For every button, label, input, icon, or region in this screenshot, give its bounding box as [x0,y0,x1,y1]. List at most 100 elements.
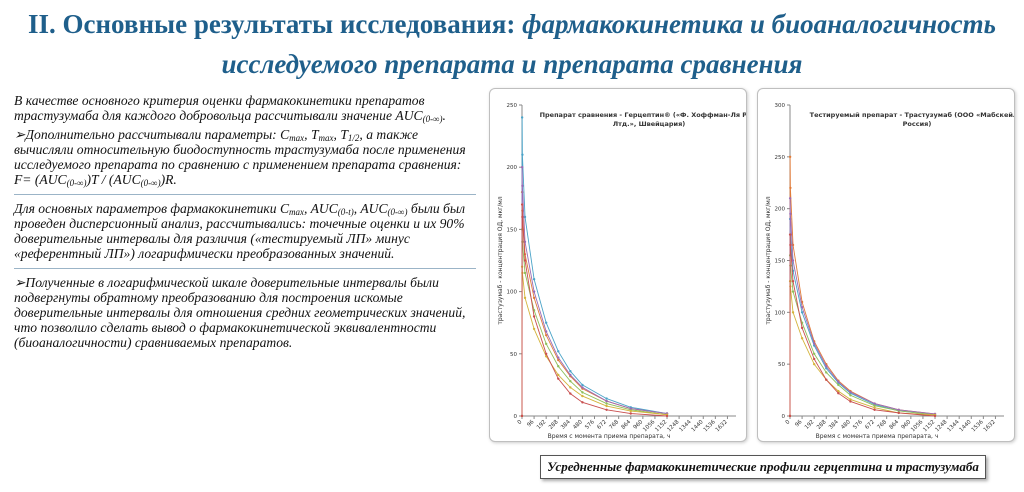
data-point [569,392,572,395]
title-plain: II. Основные результаты исследования: [28,9,523,39]
line-series [789,198,936,417]
y-tick-label: 150 [775,259,786,265]
data-point [520,203,524,206]
x-tick-label: 384 [560,419,572,431]
x-tick-label: 192 [536,419,548,431]
data-point [788,155,792,159]
data-point [789,243,792,247]
line-series [521,266,668,417]
line-series [789,219,936,417]
x-tick-label: 1152 [922,419,936,433]
data-point [825,371,828,374]
y-axis-label: трастузумаб - концентрация ОД, мкг/мл [765,196,772,324]
text-run: Для основных параметров фармакокинетики … [14,201,290,216]
data-point [788,233,792,236]
data-point [789,212,792,216]
data-point [557,350,560,353]
text-run: )R. [160,172,177,187]
x-tick-label: 864 [889,419,901,431]
x-tick-label: 0 [785,419,792,426]
x-tick-label: 1248 [666,419,680,433]
paragraph: ➢Дополнительно рассчитывали параметры: C… [14,127,476,172]
data-point [873,406,876,409]
data-point [605,404,608,408]
x-tick-label: 1632 [715,419,729,433]
x-tick-label: 672 [864,419,876,431]
y-axis-label: трастузумаб - концентрация ОД, мкг/мл [497,196,504,324]
x-tick-label: 1440 [959,419,973,433]
data-point [581,394,584,398]
x-tick-label: 384 [828,419,840,431]
data-point [581,386,584,389]
data-point [800,337,804,340]
data-point [544,352,548,355]
x-tick-label: 576 [852,419,864,431]
data-point [812,352,816,355]
x-tick-label: 576 [584,419,596,431]
paragraph: ➢Полученные в логарифмической шкале дове… [14,268,476,350]
x-tick-label: 1536 [971,419,985,433]
x-tick-label: 1248 [934,419,948,433]
data-point [605,402,608,405]
subscript: max [318,133,334,143]
x-tick-label: 480 [840,419,852,431]
data-point [557,373,560,377]
data-point [523,296,527,300]
data-point [605,408,608,411]
data-point [532,277,536,281]
data-point [521,184,524,188]
data-point [933,414,937,418]
data-point [544,321,548,324]
subscript: max [289,207,305,217]
data-point [544,342,548,346]
chart-title: Тестируемый препарат - Трастузумаб (ООО … [810,111,1014,128]
subscript: max [289,133,305,143]
data-point [837,389,840,393]
x-tick-label: 768 [608,419,620,431]
subscript: (0-∞) [66,178,87,188]
x-tick-label: 96 [526,419,536,429]
line-series [521,192,668,417]
data-point [873,404,876,407]
paragraph: F= (AUC(0-∞))T / (AUC(0-∞))R. [14,172,476,188]
x-tick-label: 288 [816,419,828,431]
data-point [873,402,876,405]
data-point [812,342,816,345]
x-axis-label: Время с момента приема препарата, ч [816,433,939,440]
data-point [788,197,792,200]
line-series [789,234,936,417]
chart-title: Препарат сравнения - Герцептин® («Ф. Хоф… [540,111,746,128]
x-tick-label: 1056 [910,419,924,433]
y-tick-label: 50 [778,362,785,368]
data-point [581,401,584,404]
data-point [544,333,548,337]
x-tick-label: 0 [517,419,524,426]
data-point [665,414,669,418]
data-point [523,240,527,244]
subscript: (0-∞) [387,207,408,217]
text-run: В качестве основного критерия оценки фар… [14,93,425,123]
x-tick-label: 1152 [654,419,668,433]
text-run: . [442,108,446,123]
data-point [544,330,548,333]
text-run: ➢Полученные в логарифмической шкале дове… [14,275,466,350]
y-tick-label: 150 [507,227,518,233]
data-point [523,259,527,262]
data-point [812,362,816,366]
x-tick-label: 864 [621,419,633,431]
data-point [837,380,840,383]
y-tick-label: 100 [775,310,786,316]
data-point [837,391,840,395]
data-point [837,383,840,387]
line-series [521,167,668,417]
line-series [521,117,668,417]
data-point [791,280,795,283]
text-block: В качестве основного критерия оценки фар… [14,93,476,350]
text-run: , AUC [353,201,388,216]
data-point [557,377,560,380]
data-point [605,397,608,400]
data-point [849,398,852,401]
text-run: , а также вычисляли относительную биодос… [14,127,466,172]
